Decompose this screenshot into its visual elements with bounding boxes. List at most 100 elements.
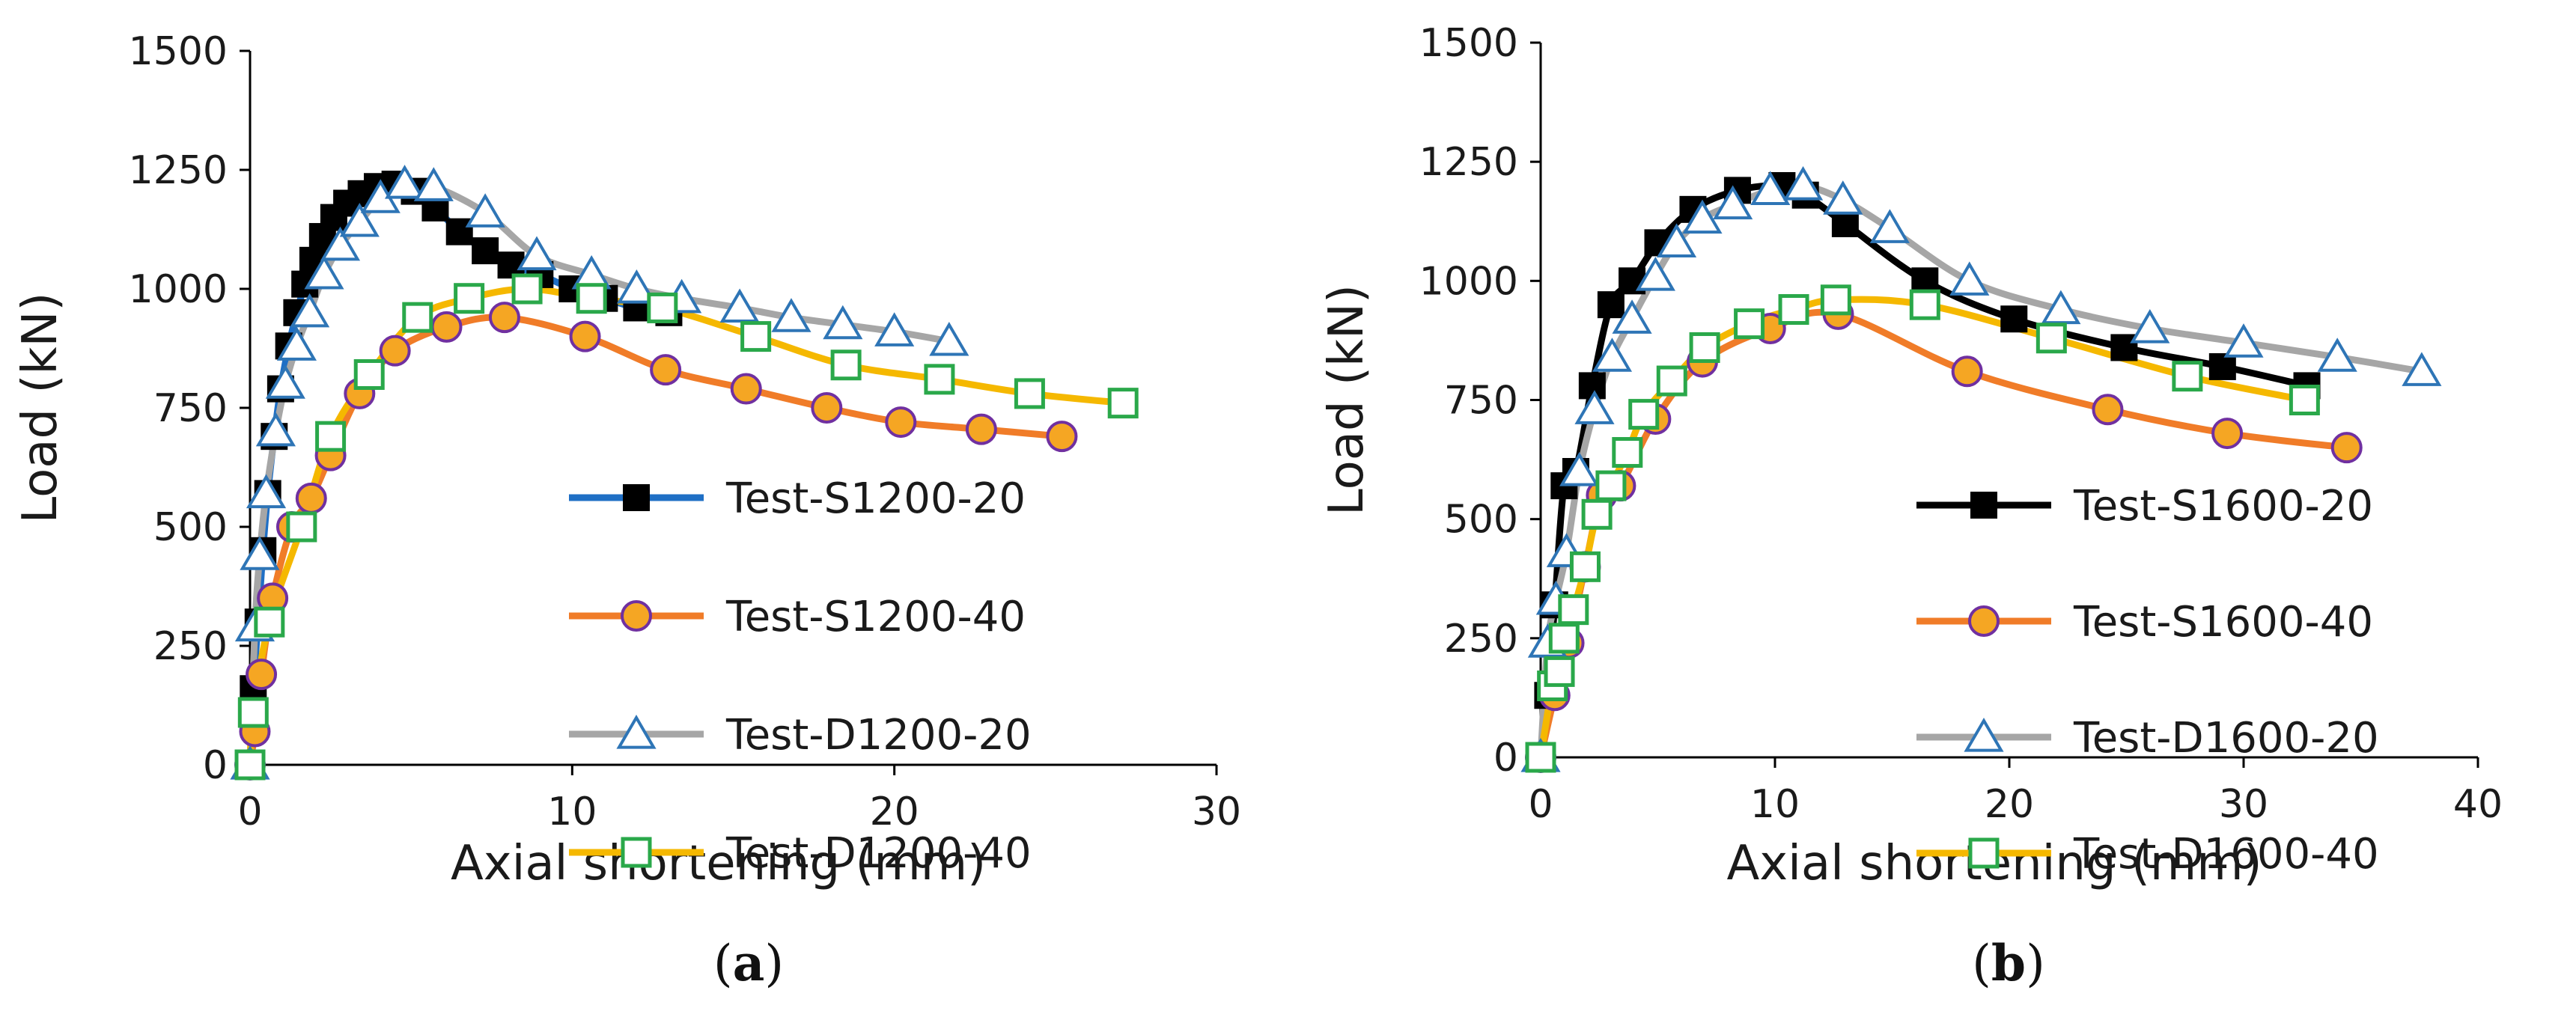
data-point <box>1689 332 1720 363</box>
data-point <box>1525 742 1556 773</box>
legend-swatch-marker <box>1968 837 2000 869</box>
legend-item-test-s1600-20: Test-S1600-20 <box>1916 482 2373 531</box>
data-point <box>2211 418 2244 450</box>
data-point <box>2035 323 2067 354</box>
legend-swatch-marker <box>1968 605 2000 637</box>
data-point <box>771 298 812 332</box>
data-point <box>2130 309 2170 343</box>
data-point <box>320 226 361 261</box>
x-tick-label: 30 <box>1192 790 1241 834</box>
data-point <box>255 412 296 447</box>
data-point <box>286 511 317 543</box>
data-point <box>1597 291 1625 319</box>
x-axis-label: Axial shortening (mm) <box>451 836 986 891</box>
legend-swatch-marker <box>623 484 650 511</box>
y-tick-label: 1250 <box>129 148 228 193</box>
data-point <box>379 335 411 367</box>
data-point <box>2092 394 2124 426</box>
data-point <box>1869 209 1910 243</box>
legend-label: Test-D1200-20 <box>725 711 1032 760</box>
legend-item-test-d1200-20: Test-D1200-20 <box>569 711 1032 760</box>
data-point <box>1820 284 1851 316</box>
data-point <box>885 406 917 439</box>
legend-swatch-marker <box>621 837 652 868</box>
data-point <box>576 283 607 314</box>
x-tick-label: 0 <box>237 790 262 834</box>
data-point <box>1558 594 1589 626</box>
data-point <box>1544 656 1575 687</box>
legend: Test-S1200-20 Test-S1200-40 Test-D1200-20 T… <box>569 474 1032 878</box>
data-point <box>650 354 682 386</box>
data-point <box>472 237 499 265</box>
panel-label: (a) <box>713 934 784 992</box>
series-markers-test-d1200-20 <box>230 165 969 780</box>
chart-panel-b: 0 250 500 750 1000 1250 1500 0 10 20 30 40 Load (kN)… <box>1319 21 2503 992</box>
y-tick-label: 250 <box>153 624 228 669</box>
y-tick-label: 500 <box>1444 498 1518 543</box>
data-point <box>304 254 344 290</box>
data-point <box>339 202 380 237</box>
legend-item-test-d1200-40: Test-D1200-40 <box>569 829 1032 878</box>
data-point <box>2000 305 2028 333</box>
data-point <box>2172 361 2203 392</box>
data-point <box>1628 399 1660 430</box>
x-tick-label: 30 <box>2219 782 2268 827</box>
y-tick-label: 1500 <box>129 29 228 74</box>
data-point <box>465 193 505 227</box>
data-point <box>569 320 601 352</box>
data-point <box>1569 551 1601 582</box>
legend-swatch-marker <box>1964 718 2004 752</box>
data-point <box>1559 452 1600 486</box>
data-point <box>965 413 997 445</box>
data-point <box>246 659 278 691</box>
data-point <box>1656 223 1697 257</box>
data-point <box>1581 498 1613 530</box>
data-point <box>616 269 657 304</box>
data-point <box>719 288 760 323</box>
data-point <box>2330 432 2363 464</box>
data-point <box>295 482 327 514</box>
data-point <box>237 697 269 728</box>
data-point <box>1831 210 1859 237</box>
data-point <box>1949 261 1990 296</box>
series-line-test-d1600-20 <box>1537 181 2426 761</box>
data-point <box>1612 299 1652 334</box>
data-point <box>1682 199 1723 234</box>
legend-swatch-marker <box>616 715 657 749</box>
y-tick-label: 250 <box>1444 617 1518 662</box>
data-point <box>924 364 955 395</box>
x-tick-label: 10 <box>1750 782 1800 827</box>
data-point <box>265 364 305 399</box>
data-point <box>254 606 285 638</box>
y-tick-label: 500 <box>153 505 228 550</box>
data-point <box>823 305 863 340</box>
x-tick-label: 20 <box>870 790 919 834</box>
data-point <box>240 536 280 570</box>
data-point <box>276 326 317 361</box>
data-point <box>874 312 915 346</box>
data-point <box>1107 388 1139 419</box>
data-point <box>315 421 347 452</box>
data-point <box>511 273 543 305</box>
legend-swatch-marker <box>1970 492 1997 519</box>
legend-label: Test-S1200-20 <box>725 474 1026 523</box>
series-markers-test-d1200-40 <box>234 273 1139 781</box>
data-point <box>2041 290 2081 325</box>
y-tick-label: 0 <box>203 743 228 788</box>
y-tick-label: 1250 <box>1419 140 1518 185</box>
chart-panel-a: 0 250 500 750 1000 1250 1500 0 10 20 30 Load (kN) Ax… <box>13 29 1241 992</box>
data-point <box>830 349 862 381</box>
data-point <box>929 321 969 356</box>
data-point <box>290 293 330 328</box>
series-markers-test-s1200-40 <box>234 302 1078 781</box>
data-point <box>1734 308 1765 340</box>
data-point <box>1713 185 1753 220</box>
data-point <box>2402 352 2442 386</box>
data-point <box>1574 390 1615 424</box>
data-point <box>353 358 385 390</box>
data-point <box>488 302 520 334</box>
series-markers-test-d1600-20 <box>1520 166 2442 772</box>
data-point <box>1656 365 1687 397</box>
data-point <box>730 373 762 405</box>
